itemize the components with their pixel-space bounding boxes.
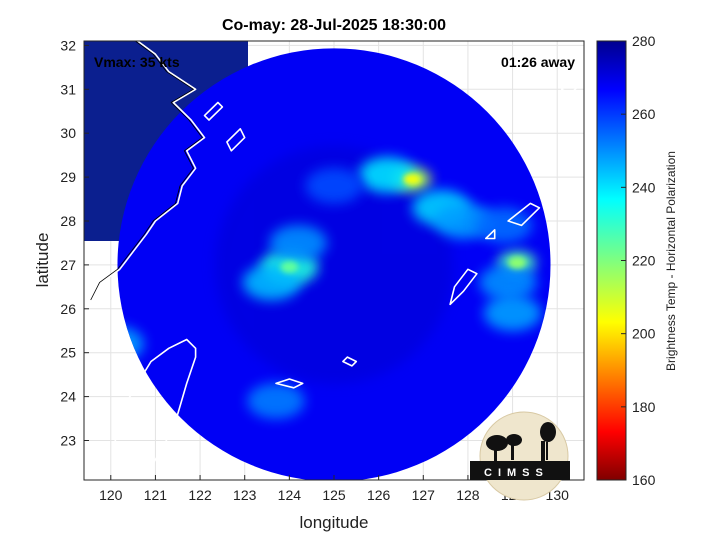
island-outline [560,79,581,95]
island-outline [203,101,224,121]
convection-blob [479,264,537,301]
plot-area [84,41,584,480]
y-tick-label: 23 [60,432,76,448]
convection-blob [358,156,417,193]
y-tick-label: 27 [60,257,76,273]
convection-blob [242,264,301,301]
x-tick-label: 121 [144,487,168,503]
colorbar-tick-label: 200 [632,326,656,342]
coastline-taiwan [114,338,197,480]
convection-blob [269,224,328,261]
x-tick-label: 127 [412,487,436,503]
y-tick-label: 30 [60,125,76,141]
convection-blob [305,167,363,204]
colorbar-ticks: 160 180 200 220 240 260 280 [621,33,656,488]
convection-core [280,261,299,274]
colorbar: 160 180 200 220 240 260 280 Brightness Temp - … [596,33,678,488]
swath-features [117,145,542,419]
convection-core [403,173,422,186]
island-outline [226,128,246,152]
time-offset-annotation: 01:26 away [501,54,575,70]
x-tick-label: 122 [188,487,212,503]
convection-blob [247,382,305,419]
x-tick-label: 123 [233,487,257,503]
y-tick-label: 25 [60,345,76,361]
y-tick-label: 31 [60,81,76,97]
colorbar-label: Brightness Temp - Horizontal Polarizatio… [664,151,678,371]
island-outline [342,356,358,367]
chart-title: Co-may: 28-Jul-2025 18:30:00 [222,17,446,34]
island-outline [449,268,478,306]
y-axis-label: latitude [33,233,52,288]
y-tick-label: 26 [60,301,76,317]
logo-text: CIMSS [484,467,549,479]
colorbar-tick-label: 260 [632,106,656,122]
x-tick-label: 126 [367,487,391,503]
colorbar-tick-label: 180 [632,399,656,415]
y-tick-label: 29 [60,169,76,185]
cimss-logo: CIMSS [470,411,570,501]
coastline-china-outer [90,41,203,301]
y-tick-label: 28 [60,213,76,229]
coastline-china [92,41,206,301]
island-outline [485,229,496,240]
colorbar-tick-label: 240 [632,179,656,195]
x-tick-label: 124 [278,487,302,503]
island-outline [275,378,304,389]
x-tick-label: 120 [99,487,123,503]
convection-blob [483,295,542,332]
y-tick-label: 32 [60,37,76,53]
coastlines [90,41,581,480]
colorbar-tick-label: 220 [632,253,656,269]
convection-core [508,256,527,269]
eye-region [214,145,454,384]
convection-blob [474,207,533,244]
y-axis: 23 24 25 26 27 28 29 30 31 32 [60,37,89,448]
swath-image [84,41,551,480]
colorbar-tick-label: 280 [632,33,656,49]
island-outline [507,202,541,227]
x-tick-label: 128 [456,487,480,503]
colorbar-tick-label: 160 [632,472,656,488]
vmax-annotation: Vmax: 35 kts [94,54,180,70]
y-tick-label: 24 [60,389,76,405]
x-tick-label: 125 [322,487,346,503]
x-axis-label: longitude [299,513,368,532]
